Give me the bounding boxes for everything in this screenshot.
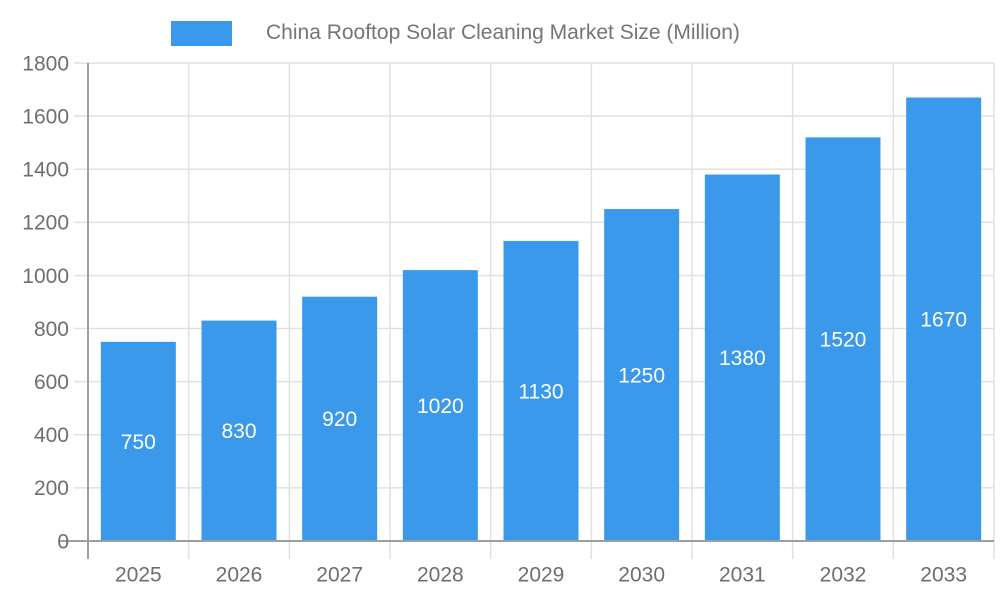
y-tick-label: 1200	[22, 212, 69, 235]
bar-value-label: 1520	[820, 329, 867, 352]
y-tick-label: 800	[34, 318, 69, 341]
bar	[906, 97, 982, 542]
bar-value-label: 1670	[920, 309, 967, 332]
bar	[805, 137, 881, 541]
bar-value-label: 1380	[719, 347, 766, 370]
bar-value-label: 1020	[417, 395, 464, 418]
bar	[704, 174, 780, 542]
bar	[503, 240, 579, 541]
chart-legend: China Rooftop Solar Cleaning Market Size…	[171, 20, 740, 46]
y-tick-label: 200	[34, 477, 69, 500]
x-tick-label: 2025	[115, 563, 162, 586]
bar	[100, 341, 176, 541]
bar-value-label: 1130	[518, 380, 563, 403]
bar-value-label: 830	[221, 420, 256, 443]
y-tick-label: 1800	[22, 52, 69, 75]
y-tick-label: 400	[34, 424, 69, 447]
legend-label: China Rooftop Solar Cleaning Market Size…	[266, 21, 740, 44]
legend-swatch	[171, 20, 232, 46]
bar-value-label: 920	[322, 408, 357, 431]
x-tick-label: 2031	[719, 563, 766, 586]
x-tick-label: 2027	[316, 563, 363, 586]
bar	[402, 270, 478, 541]
bar	[604, 209, 680, 542]
y-tick-label: 1000	[22, 265, 69, 288]
bar	[302, 296, 378, 541]
x-tick-label: 2028	[417, 563, 464, 586]
y-tick-label: 1400	[22, 159, 69, 182]
x-tick-label: 2030	[618, 563, 665, 586]
x-tick-label: 2033	[920, 563, 967, 586]
y-tick-label: 1600	[22, 105, 69, 128]
bar-value-label: 750	[121, 431, 156, 454]
bar	[201, 320, 277, 541]
bar-value-label: 1250	[618, 364, 665, 387]
x-tick-label: 2029	[518, 563, 565, 586]
y-tick-label: 600	[34, 371, 69, 394]
x-tick-label: 2032	[820, 563, 867, 586]
y-tick-label: 0	[57, 530, 69, 553]
x-tick-label: 2026	[216, 563, 263, 586]
